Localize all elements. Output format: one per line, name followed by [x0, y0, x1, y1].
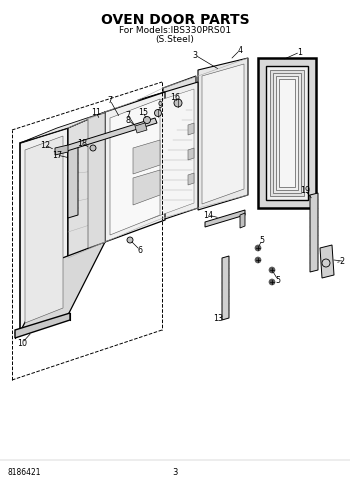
Polygon shape — [142, 89, 194, 222]
Polygon shape — [188, 173, 194, 185]
Text: 3: 3 — [193, 51, 197, 59]
Text: 19: 19 — [300, 185, 310, 195]
Polygon shape — [68, 145, 78, 218]
Text: 13: 13 — [213, 313, 223, 323]
Polygon shape — [25, 136, 63, 323]
Text: 18: 18 — [77, 139, 87, 147]
Text: 16: 16 — [170, 93, 180, 101]
Text: 8186421: 8186421 — [8, 468, 42, 477]
Polygon shape — [163, 76, 196, 218]
Polygon shape — [138, 82, 198, 228]
Polygon shape — [133, 140, 160, 174]
Polygon shape — [198, 58, 248, 210]
Text: 12: 12 — [40, 141, 50, 150]
Circle shape — [127, 237, 133, 243]
Text: 10: 10 — [17, 339, 27, 347]
Circle shape — [144, 116, 150, 124]
Polygon shape — [270, 70, 304, 196]
Polygon shape — [188, 123, 194, 135]
Circle shape — [154, 110, 161, 116]
Text: 14: 14 — [203, 211, 213, 219]
Circle shape — [269, 279, 275, 285]
Polygon shape — [276, 76, 298, 190]
Polygon shape — [202, 64, 244, 204]
Text: 7: 7 — [125, 111, 131, 119]
Polygon shape — [240, 213, 245, 228]
Polygon shape — [188, 148, 194, 160]
Polygon shape — [65, 118, 157, 151]
Polygon shape — [133, 170, 160, 205]
Polygon shape — [258, 58, 316, 208]
Text: 2: 2 — [340, 256, 344, 266]
Polygon shape — [273, 73, 301, 193]
Polygon shape — [266, 66, 308, 200]
Text: 11: 11 — [91, 108, 101, 116]
Text: 15: 15 — [138, 108, 148, 116]
Polygon shape — [105, 92, 165, 242]
Text: 5: 5 — [275, 275, 281, 284]
Polygon shape — [55, 145, 68, 155]
Text: 9: 9 — [158, 100, 162, 110]
Polygon shape — [205, 210, 245, 227]
Polygon shape — [310, 193, 318, 272]
Text: 4: 4 — [238, 45, 243, 55]
Polygon shape — [279, 79, 295, 187]
Polygon shape — [135, 123, 147, 133]
Polygon shape — [88, 113, 105, 248]
Polygon shape — [110, 99, 160, 235]
Polygon shape — [320, 245, 334, 278]
Text: 7: 7 — [107, 96, 113, 104]
Polygon shape — [20, 112, 105, 143]
Circle shape — [174, 99, 182, 107]
Text: OVEN DOOR PARTS: OVEN DOOR PARTS — [101, 13, 249, 27]
Text: 5: 5 — [259, 236, 265, 244]
Polygon shape — [15, 313, 70, 338]
Text: 8: 8 — [126, 115, 131, 125]
Circle shape — [90, 145, 96, 151]
Text: 1: 1 — [298, 47, 302, 57]
Text: For Models:IBS330PRS01: For Models:IBS330PRS01 — [119, 26, 231, 35]
Text: (S.Steel): (S.Steel) — [155, 35, 195, 44]
Polygon shape — [68, 112, 105, 258]
Polygon shape — [222, 256, 229, 320]
Polygon shape — [20, 242, 105, 332]
Polygon shape — [20, 128, 68, 332]
Circle shape — [269, 267, 275, 273]
Circle shape — [255, 245, 261, 251]
Circle shape — [255, 257, 261, 263]
Text: 6: 6 — [138, 245, 142, 255]
Text: 17: 17 — [52, 151, 62, 159]
Text: 3: 3 — [172, 468, 178, 477]
